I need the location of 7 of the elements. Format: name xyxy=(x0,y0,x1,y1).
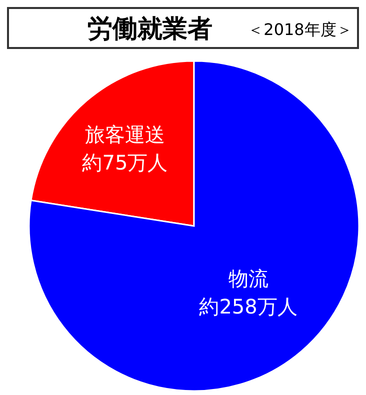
chart-subtitle: ＜2018年度＞ xyxy=(248,20,352,39)
slice-label: 物流 xyxy=(228,266,268,290)
slice-label: 旅客運送 xyxy=(84,122,165,146)
data-label: 約75万人 xyxy=(82,150,168,174)
data-label: 約258万人 xyxy=(199,294,298,318)
chart-title: 労働就業者 xyxy=(88,14,212,43)
pie-slice xyxy=(28,60,360,392)
